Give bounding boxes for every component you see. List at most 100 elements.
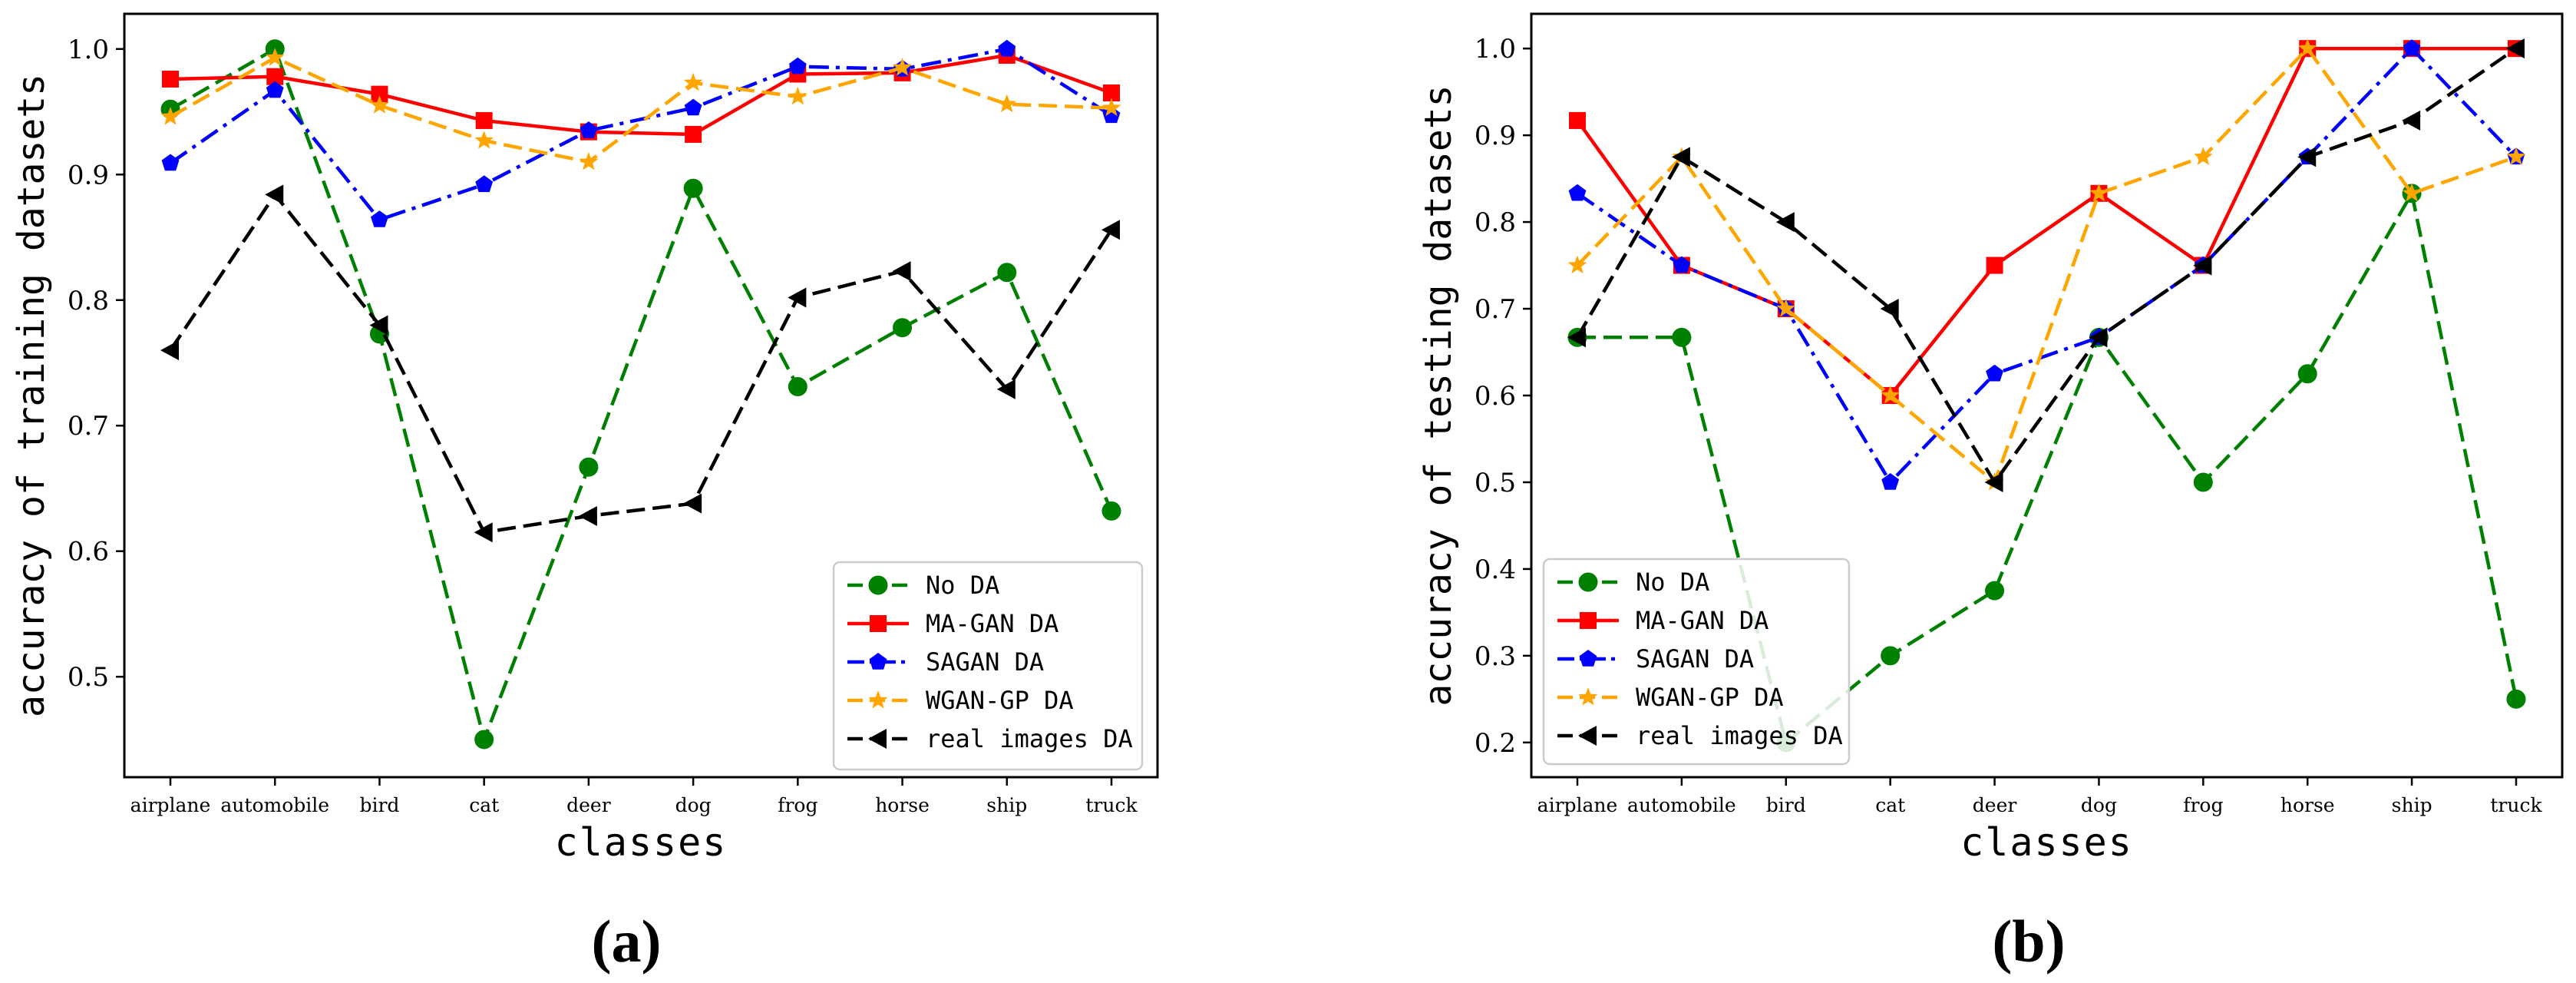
legend-marker xyxy=(1580,612,1597,629)
legend: No DA MA-GAN DA SAGAN DA WGAN-GP DA real ima… xyxy=(1542,558,1851,766)
panel-caption: (b) xyxy=(1992,908,2065,975)
legend: No DA MA-GAN DA SAGAN DA WGAN-GP DA real ima… xyxy=(832,561,1144,771)
data-point-cat xyxy=(1881,646,1901,666)
data-point-airplane xyxy=(1567,327,1586,348)
data-point-horse xyxy=(2297,38,2317,57)
y-tick-label: 0.4 xyxy=(1475,554,1516,585)
legend-marker xyxy=(870,615,887,632)
data-point-cat xyxy=(1881,473,1900,490)
y-axis-label: accuracy of testing datasets xyxy=(1417,84,1460,706)
data-point-bird xyxy=(370,95,389,114)
legend-entry: real images DA xyxy=(1557,721,1843,750)
legend-box xyxy=(1542,558,1851,766)
data-point-airplane xyxy=(1567,255,1587,274)
legend-marker xyxy=(1578,572,1598,592)
data-point-frog xyxy=(788,57,807,74)
data-point-ship xyxy=(996,379,1016,399)
y-tick-label: 0.6 xyxy=(68,537,109,568)
data-point-deer xyxy=(1986,257,2003,274)
data-point-automobile xyxy=(265,184,284,205)
legend-label: WGAN-GP DA xyxy=(1636,683,1784,712)
series-real-images-da xyxy=(1567,38,2525,492)
x-tick-label-bird: bird xyxy=(359,794,399,816)
legend-marker xyxy=(1578,726,1597,746)
data-point-airplane xyxy=(162,71,179,88)
data-point-horse xyxy=(2297,147,2317,167)
data-point-cat xyxy=(1881,386,1900,404)
data-point-ship xyxy=(2402,183,2422,202)
data-point-frog xyxy=(788,86,807,105)
legend-entry: No DA xyxy=(1557,568,1709,597)
data-point-cat xyxy=(474,522,493,543)
series-sagan-da xyxy=(1568,39,2525,490)
data-point-bird xyxy=(369,315,388,336)
data-point-frog xyxy=(2194,147,2213,165)
x-tick-label-truck: truck xyxy=(2490,794,2542,816)
data-point-airplane xyxy=(1569,111,1586,129)
data-point-automobile xyxy=(1672,327,1692,347)
data-point-truck xyxy=(1101,98,1121,117)
data-point-frog xyxy=(788,287,807,308)
legend-entry: SAGAN DA xyxy=(847,647,1044,677)
x-tick-label-frog: frog xyxy=(2183,794,2223,816)
data-point-horse xyxy=(893,318,913,338)
data-point-deer xyxy=(580,121,598,138)
y-tick-label: 0.8 xyxy=(1475,207,1516,238)
x-tick-label-dog: dog xyxy=(2081,794,2117,816)
data-point-truck xyxy=(2506,38,2525,59)
data-point-deer xyxy=(579,457,599,477)
y-tick-label: 0.5 xyxy=(68,662,109,693)
data-point-airplane xyxy=(160,340,179,361)
x-tick-label-ship: ship xyxy=(986,794,1027,816)
data-point-truck xyxy=(1101,501,1121,521)
data-point-cat xyxy=(475,111,493,129)
y-tick-label: 1.0 xyxy=(1475,34,1516,65)
legend-label: real images DA xyxy=(926,724,1133,753)
x-tick-label-truck: truck xyxy=(1085,794,1138,816)
y-tick-label: 0.2 xyxy=(1475,728,1516,759)
x-tick-label-airplane: airplane xyxy=(1537,794,1618,816)
data-point-automobile xyxy=(1671,147,1690,167)
legend-label: No DA xyxy=(1636,568,1709,597)
data-point-dog xyxy=(684,98,702,116)
data-point-truck xyxy=(1102,106,1121,124)
series-line xyxy=(169,47,1114,742)
data-point-ship xyxy=(998,39,1016,57)
data-point-airplane xyxy=(1568,184,1587,201)
y-tick-label: 0.7 xyxy=(1475,294,1516,325)
data-point-automobile xyxy=(265,48,285,66)
x-tick-label-ship: ship xyxy=(2392,794,2432,816)
data-point-horse xyxy=(2297,364,2317,384)
data-point-deer xyxy=(1986,364,2003,382)
legend-entry: real images DA xyxy=(847,724,1133,753)
y-tick-label: 0.9 xyxy=(68,160,109,190)
data-point-deer xyxy=(578,505,597,526)
legend-label: WGAN-GP DA xyxy=(926,686,1074,715)
data-point-automobile xyxy=(266,81,284,98)
legend-label: No DA xyxy=(926,571,999,600)
data-point-ship xyxy=(997,94,1017,113)
data-point-airplane xyxy=(160,107,180,125)
y-axis-label: accuracy of training datasets xyxy=(10,74,53,717)
legend-marker xyxy=(868,729,887,749)
x-tick-label-horse: horse xyxy=(2280,794,2335,816)
data-point-bird xyxy=(371,210,388,227)
data-point-bird xyxy=(1776,299,1796,317)
legend-entry: MA-GAN DA xyxy=(1557,606,1769,635)
plot-area-frame xyxy=(123,12,1159,779)
x-tick-label-airplane: airplane xyxy=(130,794,211,816)
series-line xyxy=(1576,47,2518,485)
data-point-dog xyxy=(2089,327,2108,348)
data-point-airplane xyxy=(161,154,180,171)
chart-panel-b: 0.2 0.3 0.4 0.5 0.6 0.7 0.8 0.9 1.0 airplane autom… xyxy=(1417,12,2564,975)
data-point-frog xyxy=(2193,255,2212,276)
data-point-dog xyxy=(683,72,703,91)
panel-caption: (a) xyxy=(592,908,662,975)
legend-label: real images DA xyxy=(1636,721,1843,750)
data-point-truck xyxy=(2506,147,2526,165)
data-point-frog xyxy=(2193,472,2213,492)
series-real-images-da xyxy=(160,184,1120,543)
legend-entry: SAGAN DA xyxy=(1557,644,1754,674)
legend-marker xyxy=(868,690,888,709)
x-tick-label-bird: bird xyxy=(1766,794,1806,816)
